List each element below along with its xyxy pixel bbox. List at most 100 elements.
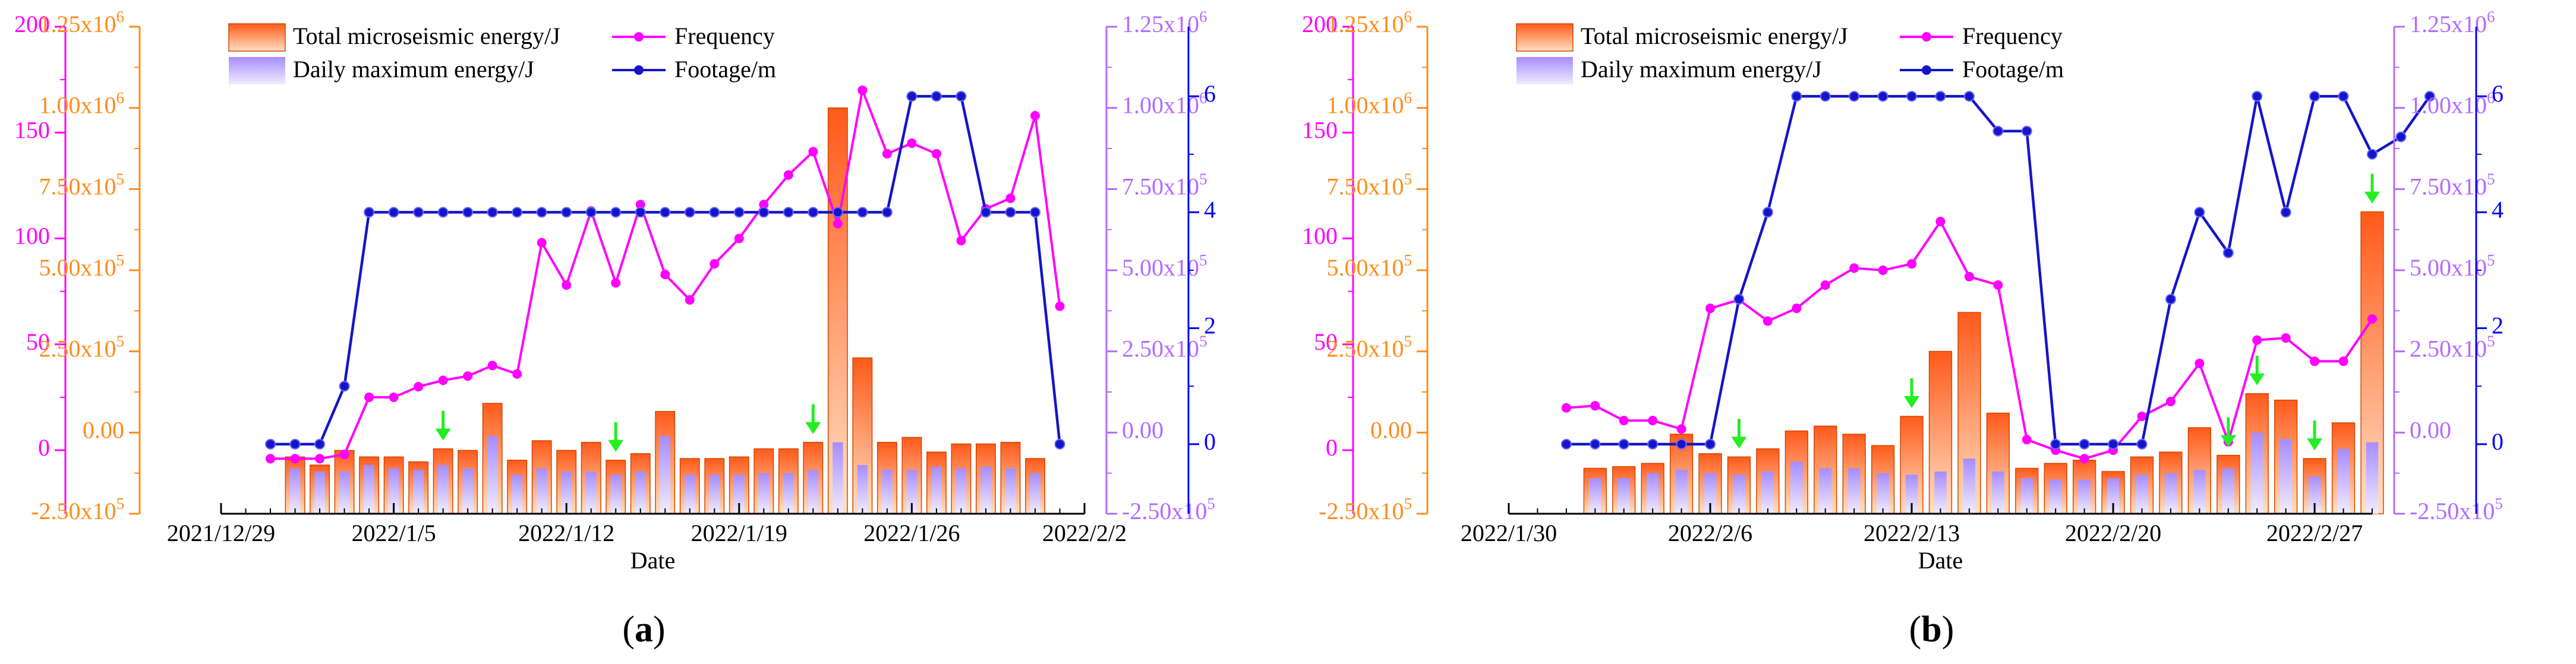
footage-point [980, 207, 991, 218]
x-axis-title: Date [1918, 547, 1963, 574]
legend-label-footage: Footage/m [1962, 56, 2064, 83]
caption-a: (a) [622, 609, 666, 650]
y-tick-label-right_outer: 4 [2492, 197, 2504, 223]
legend-label-total: Total microseismic energy/J [1581, 23, 1848, 49]
x-tick-label: 2022/2/13 [1864, 520, 1960, 546]
footage-point [1992, 125, 2004, 137]
frequency-point [339, 450, 349, 460]
y-tick-label-left_outer: 50 [1314, 328, 1338, 355]
footage-point [956, 91, 967, 102]
frequency-point [759, 200, 769, 210]
frequency-point [2367, 314, 2377, 324]
legend-label-daily: Daily maximum energy/J [1581, 56, 1822, 83]
footage-point [462, 207, 474, 218]
y-tick-label-left_inner: 0.00 [1370, 417, 1412, 444]
frequency-point [315, 454, 325, 464]
daily-max-energy-bar [536, 468, 547, 514]
legend-marker-frequency [634, 32, 644, 42]
arrow-head [1731, 437, 1747, 449]
y-tick-label-left_outer: 0 [1326, 434, 1338, 461]
x-tick-label: 2022/1/30 [1461, 520, 1557, 546]
y-tick-label-right_inner: 7.50x105 [2410, 170, 2495, 200]
x-tick-label: 2022/1/19 [691, 520, 787, 546]
frequency-point [438, 375, 448, 385]
footage-point [2194, 207, 2205, 218]
frequency-point [364, 392, 374, 402]
bars-group [1583, 211, 2384, 514]
x-tick-label: 2022/1/26 [863, 520, 960, 546]
footage-point [1906, 91, 1918, 102]
footage-point [931, 91, 942, 102]
daily-max-energy-bar [808, 470, 819, 514]
daily-max-energy-bar [2078, 479, 2091, 514]
y-tick-label-left_outer: 0 [38, 434, 50, 461]
footage-point [1762, 207, 1773, 218]
footage-point [2424, 91, 2435, 102]
footage-point [783, 207, 794, 218]
frequency-point [808, 147, 818, 157]
footage-point [437, 207, 449, 218]
legend-label-total: Total microseismic energy/J [293, 23, 560, 49]
x-tick-label: 2022/2/6 [1668, 520, 1752, 546]
legend-label-footage: Footage/m [674, 56, 776, 83]
x-tick-label: 2022/2/20 [2065, 520, 2161, 546]
y-tick-label-right_inner: 5.00x105 [1122, 251, 1207, 281]
daily-max-energy-bar [1905, 475, 1918, 514]
daily-max-energy-bar [685, 475, 695, 514]
daily-max-energy-bar [956, 468, 967, 514]
arrow-head [2364, 191, 2380, 204]
y-tick-label-left_inner: 1.25x106 [1327, 8, 1412, 37]
footage-point [2136, 438, 2148, 450]
daily-max-energy-bar [1790, 461, 1803, 514]
frequency-point [487, 361, 497, 371]
footage-point [2367, 148, 2378, 160]
footage-point [1054, 438, 1065, 450]
legend-label-frequency: Frequency [1962, 23, 2063, 49]
footage-point [1029, 207, 1041, 218]
footage-point [2165, 293, 2176, 305]
frequency-point [537, 238, 547, 248]
footage-point [585, 207, 597, 218]
frequency-point [1055, 301, 1065, 311]
y-tick-label-left_inner: 7.50x105 [1327, 170, 1412, 200]
daily-max-energy-bar [1005, 468, 1016, 514]
arrow-head [805, 422, 821, 434]
daily-max-energy-bar [2366, 442, 2379, 514]
frequency-point [2281, 333, 2291, 343]
y-tick-label-right_outer: 6 [2492, 80, 2504, 107]
frequency-point [734, 233, 744, 244]
frequency-point [956, 236, 966, 246]
footage-point [1005, 207, 1016, 218]
x-tick-label: 2022/1/5 [351, 520, 436, 546]
daily-max-energy-bar [734, 475, 745, 514]
daily-max-energy-bar [2050, 479, 2062, 514]
y-tick-label-left_outer: 150 [14, 116, 50, 143]
daily-max-energy-bar [882, 470, 893, 514]
daily-max-energy-bar [1589, 478, 1601, 514]
daily-max-energy-bar [289, 468, 301, 514]
y-tick-label-left_inner: 5.00x105 [1327, 251, 1412, 281]
daily-max-energy-bar [339, 471, 350, 514]
y-tick-label-right_inner: 2.50x105 [1122, 333, 1207, 362]
daily-max-energy-bar [931, 466, 942, 514]
daily-max-energy-bar [2279, 439, 2292, 514]
arrow-head [608, 439, 624, 452]
daily-max-energy-bar [1733, 475, 1745, 514]
frequency-point [389, 392, 399, 402]
footage-point [314, 438, 326, 450]
daily-max-energy-bar [1963, 459, 1976, 514]
footage-point [1849, 91, 1860, 102]
frequency-point [266, 454, 276, 464]
y-tick-label-left_outer: 100 [1302, 223, 1338, 249]
daily-max-energy-bar [2337, 448, 2350, 514]
frequency-point [512, 369, 522, 379]
daily-max-energy-bar [1934, 471, 1947, 514]
footage-line [1566, 94, 2431, 446]
y-tick-label-left_inner: 2.50x105 [39, 333, 125, 362]
legend-swatch-total [1516, 23, 1574, 52]
footage-point [2050, 438, 2061, 450]
daily-max-energy-bar [2308, 476, 2321, 514]
daily-max-energy-bar [1877, 473, 1889, 514]
y-tick-label-left_inner: -2.50x105 [31, 495, 124, 524]
footage-point [906, 91, 917, 102]
